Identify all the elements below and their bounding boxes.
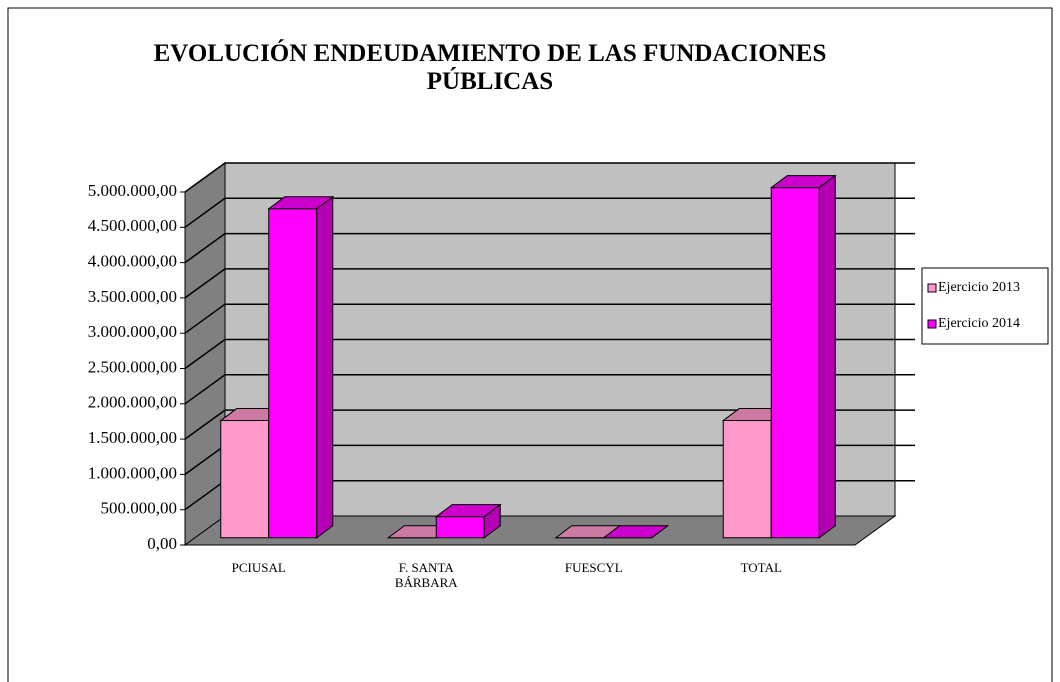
bar [434,503,502,539]
y-tick-label: 2.000.000,00 [88,393,177,412]
bar-front [268,208,318,539]
grid-line [184,197,915,228]
bar [267,195,335,539]
x-tick-label: PCIUSAL [231,560,286,575]
bar-front [722,420,772,539]
bar-side [316,195,334,539]
bar-side [818,174,836,539]
legend-swatch [927,283,937,293]
y-tick-label: 4.000.000,00 [88,252,177,271]
y-tick-label: 500.000,00 [101,499,178,518]
legend-swatch [927,319,937,329]
bar-top [602,525,670,539]
y-tick-label: 2.500.000,00 [88,357,177,376]
legend-box [921,267,1049,345]
y-tick-label: 3.500.000,00 [88,287,177,306]
grid-line [184,374,915,405]
bar [769,174,837,539]
legend-label: Ejercicio 2013 [938,280,1020,295]
grid-line [184,232,915,264]
grid-line [184,303,915,334]
bar-top [267,196,335,210]
bar [602,525,670,539]
y-tick-label: 3.000.000,00 [88,322,177,341]
y-tick-label: 5.000.000,00 [88,181,177,200]
floor [183,515,897,546]
grid-line [184,409,915,440]
y-tick-label: 1.000.000,00 [88,463,177,482]
grid-line [184,162,915,193]
x-tick-label: TOTAL [740,560,782,575]
bar-top [434,504,502,518]
y-tick-label: 4.500.000,00 [88,216,177,235]
chart-title: EVOLUCIÓN ENDEUDAMIENTO DE LAS FUNDACION… [153,40,827,95]
x-tick-label: FUESCYL [564,560,623,575]
grid-line [184,338,915,370]
bar-front [220,420,270,539]
bar-top [769,175,837,189]
y-tick-label: 1.500.000,00 [88,428,177,447]
legend-label: Ejercicio 2014 [938,316,1020,331]
bar-front [435,516,485,539]
bar-front [770,187,820,539]
grid-line [184,268,915,299]
frame [7,7,1053,682]
x-tick-label: F. SANTA BÁRBARA [394,560,458,590]
y-tick-label: 0,00 [147,534,177,553]
